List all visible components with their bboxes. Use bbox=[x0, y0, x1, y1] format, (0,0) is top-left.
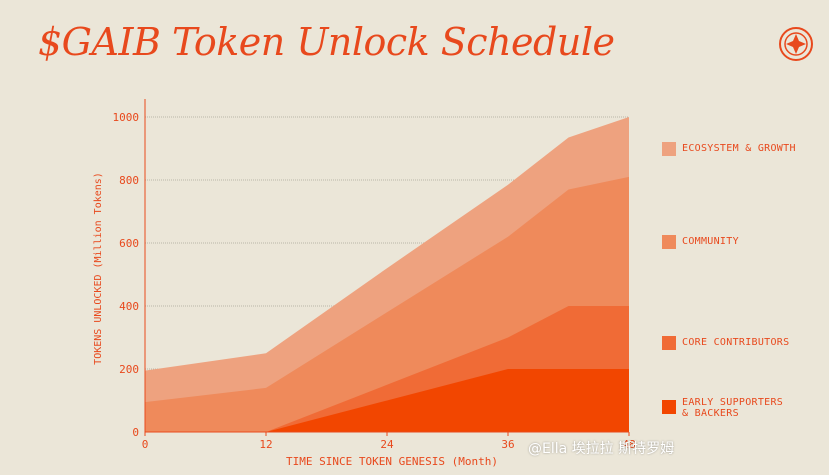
legend-swatch-early-supporters-backers bbox=[662, 400, 676, 414]
x-tick-label-36: 36 bbox=[501, 438, 514, 451]
legend-item-early-supporters-backers: EARLY SUPPORTERS & BACKERS bbox=[662, 396, 783, 419]
y-axis-label: TOKENS UNLOCKED (Million Tokens) bbox=[93, 172, 104, 365]
y-tick-label-600: 600 bbox=[119, 237, 139, 250]
x-tick-label-12: 12 bbox=[259, 438, 272, 451]
chart-title: $GAIB Token Unlock Schedule bbox=[38, 20, 615, 64]
x-axis-label: TIME SINCE TOKEN GENESIS (Month) bbox=[286, 455, 498, 468]
x-tick-label-0: 0 bbox=[142, 438, 149, 451]
legend-label-community: COMMUNITY bbox=[682, 236, 739, 247]
y-tick-label-400: 400 bbox=[119, 300, 139, 313]
x-tick-label-48: 48 bbox=[622, 438, 635, 451]
legend-label-ecosystem-growth: ECOSYSTEM & GROWTH bbox=[682, 143, 796, 154]
y-tick-label-1000: 1000 bbox=[113, 111, 140, 124]
y-tick-label-200: 200 bbox=[119, 363, 139, 376]
legend-swatch-ecosystem-growth bbox=[662, 142, 676, 156]
legend-label-early-supporters-backers: EARLY SUPPORTERS & BACKERS bbox=[682, 397, 784, 419]
y-tick-label-800: 800 bbox=[119, 174, 139, 187]
legend-item-ecosystem-growth: ECOSYSTEM & GROWTH bbox=[662, 142, 796, 156]
y-tick-label-0: 0 bbox=[132, 426, 139, 439]
legend-swatch-community bbox=[662, 235, 676, 249]
x-tick-label-24: 24 bbox=[380, 438, 394, 451]
legend-item-community: COMMUNITY bbox=[662, 235, 739, 249]
legend-swatch-core-contributors bbox=[662, 336, 676, 350]
gaib-logo-icon bbox=[779, 27, 813, 61]
watermark-text: @Ella 埃拉拉 斯特罗姆 bbox=[528, 441, 675, 457]
legend-item-core-contributors: CORE CONTRIBUTORS bbox=[662, 336, 789, 350]
legend-label-core-contributors: CORE CONTRIBUTORS bbox=[682, 337, 790, 348]
area-early-supporters-backers bbox=[145, 369, 629, 432]
